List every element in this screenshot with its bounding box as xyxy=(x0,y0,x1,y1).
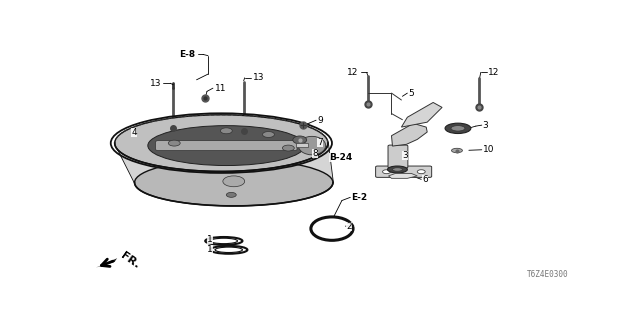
Polygon shape xyxy=(401,102,442,127)
Ellipse shape xyxy=(388,166,408,173)
Ellipse shape xyxy=(215,247,243,252)
Text: 10: 10 xyxy=(483,145,494,154)
Polygon shape xyxy=(392,124,428,146)
Polygon shape xyxy=(388,173,417,178)
Text: 12: 12 xyxy=(348,68,359,77)
Text: 3: 3 xyxy=(403,151,408,160)
Text: 12: 12 xyxy=(488,68,499,77)
Ellipse shape xyxy=(451,148,463,153)
Circle shape xyxy=(282,145,294,151)
Ellipse shape xyxy=(392,168,403,171)
Ellipse shape xyxy=(148,126,305,165)
Text: E-8: E-8 xyxy=(179,50,196,59)
Ellipse shape xyxy=(134,159,333,206)
Circle shape xyxy=(417,170,425,174)
Ellipse shape xyxy=(292,136,307,144)
Text: 1: 1 xyxy=(207,245,213,254)
Ellipse shape xyxy=(115,115,328,172)
Text: 8: 8 xyxy=(312,149,318,158)
Polygon shape xyxy=(96,258,117,268)
Text: 7: 7 xyxy=(317,138,323,147)
Text: 6: 6 xyxy=(422,175,428,184)
FancyBboxPatch shape xyxy=(156,141,297,150)
Ellipse shape xyxy=(210,238,237,244)
Circle shape xyxy=(223,176,244,187)
Bar xyxy=(296,143,308,147)
Text: E-2: E-2 xyxy=(351,193,367,202)
Text: 11: 11 xyxy=(215,84,227,93)
FancyBboxPatch shape xyxy=(376,166,431,177)
Text: T6Z4E0300: T6Z4E0300 xyxy=(527,270,568,279)
Text: B-24: B-24 xyxy=(329,153,352,163)
Text: 3: 3 xyxy=(483,121,488,130)
Text: FR.: FR. xyxy=(118,251,141,271)
Ellipse shape xyxy=(298,136,326,155)
Ellipse shape xyxy=(445,123,471,133)
Circle shape xyxy=(262,132,275,138)
Circle shape xyxy=(227,192,236,197)
Text: 2: 2 xyxy=(346,222,352,231)
Ellipse shape xyxy=(451,126,465,131)
Text: 9: 9 xyxy=(317,116,323,125)
Circle shape xyxy=(220,128,232,134)
Text: 13: 13 xyxy=(150,79,162,88)
Circle shape xyxy=(168,140,180,146)
Polygon shape xyxy=(115,143,333,206)
Text: 5: 5 xyxy=(408,89,414,98)
FancyBboxPatch shape xyxy=(388,145,408,168)
Text: 1: 1 xyxy=(207,236,213,244)
Text: 13: 13 xyxy=(253,73,264,82)
Text: 4: 4 xyxy=(131,128,137,137)
Circle shape xyxy=(383,170,390,174)
